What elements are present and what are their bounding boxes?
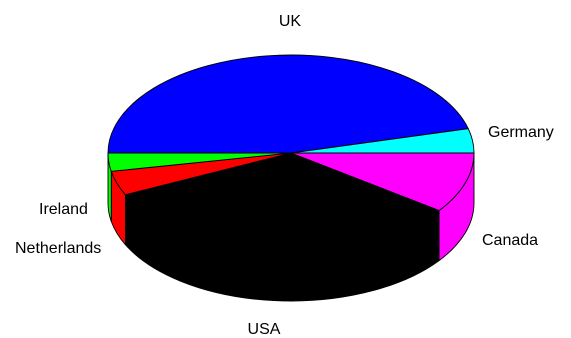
pie-label-germany: Germany bbox=[488, 124, 554, 141]
pie-label-canada: Canada bbox=[482, 232, 538, 249]
pie-side-walls bbox=[107, 152, 475, 302]
pie-label-uk: UK bbox=[279, 13, 302, 30]
pie-label-usa: USA bbox=[248, 321, 281, 338]
pie-slice-usa bbox=[124, 152, 440, 252]
pie-label-netherlands: Netherlands bbox=[15, 240, 101, 257]
pie-slice-uk bbox=[107, 54, 469, 154]
pie-label-ireland: Ireland bbox=[39, 201, 88, 218]
pie-slice-labels: UK Germany Canada USA Netherlands Ireland bbox=[15, 13, 554, 338]
pie-slice-ireland bbox=[107, 152, 292, 172]
pie-slice-canada bbox=[290, 152, 475, 212]
pie-top-faces bbox=[107, 54, 475, 252]
